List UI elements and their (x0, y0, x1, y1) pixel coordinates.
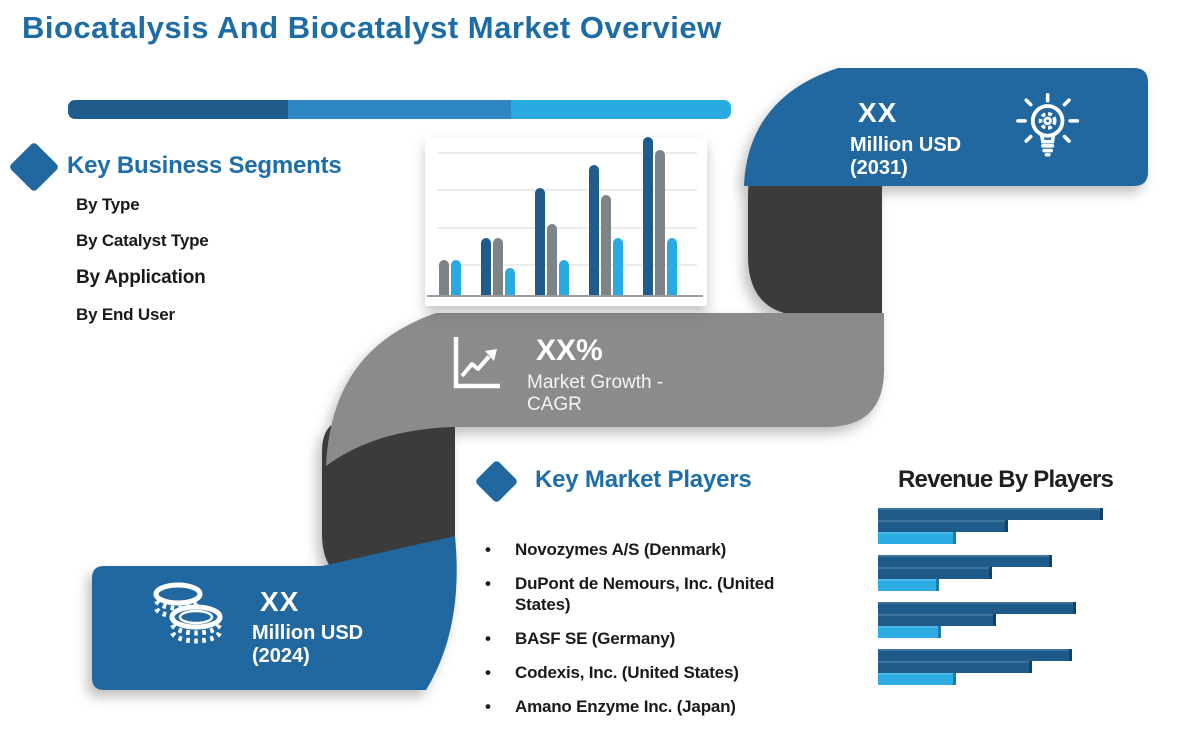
growth-value: XX% (536, 334, 603, 367)
player-name: Novozymes A/S (Denmark) (515, 540, 727, 559)
mini-chart-bar (559, 260, 569, 295)
mini-chart-bar (613, 238, 623, 295)
gridline (437, 227, 697, 229)
revenue-bar-group (878, 649, 1103, 685)
mini-chart-bar (655, 150, 665, 295)
revenue-bar (878, 661, 1032, 673)
segments-list: By Type By Catalyst Type By Application … (76, 195, 209, 341)
segments-heading: Key Business Segments (67, 152, 342, 179)
mini-column-chart (425, 137, 707, 306)
segment-item: By Catalyst Type (76, 231, 209, 250)
revenue-bar (878, 626, 941, 638)
progress-segment-2 (288, 100, 511, 119)
mini-chart-bar (535, 188, 545, 295)
revenue-bar (878, 520, 1008, 532)
revenue-bar (878, 579, 939, 591)
mini-column-chart-bars (426, 137, 706, 306)
player-item: • Novozymes A/S (Denmark) (485, 539, 815, 560)
segment-item: By Application (76, 267, 206, 288)
base-unit: Million USD (252, 622, 364, 644)
page-title: Biocatalysis And Biocatalyst Market Over… (22, 10, 722, 45)
segment-item: By End User (76, 305, 175, 324)
growth-label-line1: Market Growth - (527, 372, 664, 393)
bullet-icon: • (485, 697, 491, 716)
player-name: BASF SE (Germany) (515, 629, 676, 648)
growth-chart-icon (453, 337, 500, 389)
player-name: DuPont de Nemours, Inc. (United States) (515, 574, 775, 614)
coins-icon (153, 582, 223, 644)
revenue-bar-group (878, 555, 1103, 591)
revenue-bar (878, 567, 992, 579)
growth-ribbon-shape (326, 313, 884, 466)
base-value: XX (260, 586, 300, 617)
base-ribbon-shape (92, 536, 457, 690)
ribbon-fold-dark-top (748, 160, 882, 316)
bullet-icon: • (485, 629, 491, 648)
player-item: • DuPont de Nemours, Inc. (United States… (485, 573, 815, 615)
progress-bar (68, 100, 731, 119)
ribbon-fold-dark-bottom (322, 420, 455, 584)
progress-segment-3 (511, 100, 731, 119)
forecast-value: XX (858, 97, 898, 128)
mini-chart-bar (667, 238, 677, 295)
forecast-year: (2031) (850, 157, 908, 179)
bullet-icon: • (485, 574, 491, 593)
mini-chart-bar (493, 238, 503, 295)
mini-chart-bar (601, 195, 611, 295)
mini-chart-bar (505, 268, 515, 295)
revenue-bar (878, 614, 996, 626)
revenue-bar (878, 555, 1052, 567)
segment-item: By Type (76, 195, 140, 214)
revenue-bar-group (878, 602, 1103, 638)
mini-chart-bar (589, 165, 599, 295)
revenue-bar (878, 532, 956, 544)
mini-chart-bar (547, 224, 557, 295)
gridline (437, 189, 697, 191)
mini-chart-bar (439, 260, 449, 295)
progress-segment-1 (68, 100, 288, 119)
player-name: Amano Enzyme Inc. (Japan) (515, 697, 736, 716)
revenue-bars (878, 508, 1103, 696)
revenue-bar (878, 649, 1072, 661)
mini-chart-bar (481, 238, 491, 295)
idea-bulb-icon (1016, 92, 1080, 157)
player-item: • Codexis, Inc. (United States) (485, 662, 815, 683)
base-year: (2024) (252, 645, 310, 667)
bullet-icon: • (485, 540, 491, 559)
gridline (437, 152, 697, 154)
chart-baseline (427, 295, 703, 297)
forecast-unit: Million USD (850, 134, 962, 156)
player-item: • Amano Enzyme Inc. (Japan) (485, 696, 815, 717)
revenue-heading: Revenue By Players (898, 466, 1114, 493)
mini-chart-bar (643, 137, 653, 295)
revenue-bar (878, 673, 956, 685)
mini-chart-bar (451, 260, 461, 295)
player-item: • BASF SE (Germany) (485, 628, 815, 649)
player-name: Codexis, Inc. (United States) (515, 663, 739, 682)
revenue-bar (878, 508, 1103, 520)
bullet-icon: • (485, 663, 491, 682)
revenue-bar (878, 602, 1076, 614)
growth-label-line2: CAGR (527, 394, 582, 415)
players-heading: Key Market Players (535, 466, 752, 493)
players-list: • Novozymes A/S (Denmark) • DuPont de Ne… (485, 539, 815, 730)
revenue-bar-group (878, 508, 1103, 544)
